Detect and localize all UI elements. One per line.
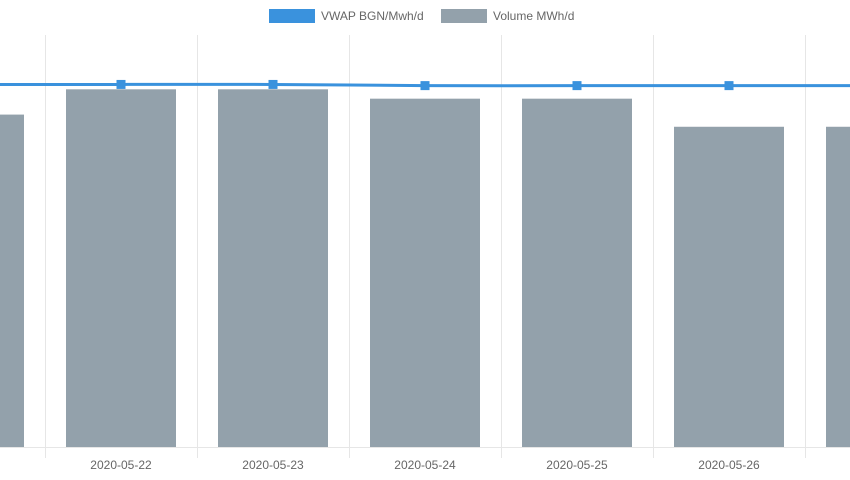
legend-label-volume[interactable]: Volume MWh/d bbox=[493, 9, 574, 23]
legend-swatch-volume[interactable] bbox=[441, 9, 487, 23]
grid bbox=[0, 35, 850, 458]
volume-bars bbox=[0, 89, 850, 448]
volume-bar-2020-05-24[interactable] bbox=[370, 98, 480, 447]
volume-bar-2020-05-25[interactable] bbox=[522, 98, 632, 447]
volume-bar-2020-05-23[interactable] bbox=[218, 89, 328, 448]
volume-bar-2020-05-21[interactable] bbox=[0, 114, 24, 447]
vwap-point-2020-05-24[interactable] bbox=[420, 81, 430, 91]
legend-swatch-vwap[interactable] bbox=[269, 9, 315, 23]
vwap-point-2020-05-22[interactable] bbox=[116, 79, 126, 89]
legend-label-vwap[interactable]: VWAP BGN/Mwh/d bbox=[321, 9, 424, 23]
x-tick-label-2020-05-24: 2020-05-24 bbox=[394, 458, 456, 472]
vwap-point-2020-05-23[interactable] bbox=[268, 79, 278, 89]
volume-bar-2020-05-26[interactable] bbox=[674, 126, 784, 447]
vwap-point-2020-05-25[interactable] bbox=[572, 81, 582, 91]
volume-bar-2020-05-27[interactable] bbox=[826, 126, 850, 447]
x-tick-label-2020-05-25: 2020-05-25 bbox=[546, 458, 608, 472]
x-axis-ticks: 2020-05-212020-05-222020-05-232020-05-24… bbox=[0, 458, 760, 472]
vwap-line bbox=[0, 79, 850, 91]
legend: VWAP BGN/Mwh/d Volume MWh/d bbox=[269, 9, 574, 23]
vwap-point-2020-05-26[interactable] bbox=[724, 81, 734, 91]
x-tick-label-2020-05-22: 2020-05-22 bbox=[90, 458, 152, 472]
x-tick-label-2020-05-23: 2020-05-23 bbox=[242, 458, 304, 472]
volume-bar-2020-05-22[interactable] bbox=[66, 89, 176, 448]
x-tick-label-2020-05-26: 2020-05-26 bbox=[698, 458, 760, 472]
